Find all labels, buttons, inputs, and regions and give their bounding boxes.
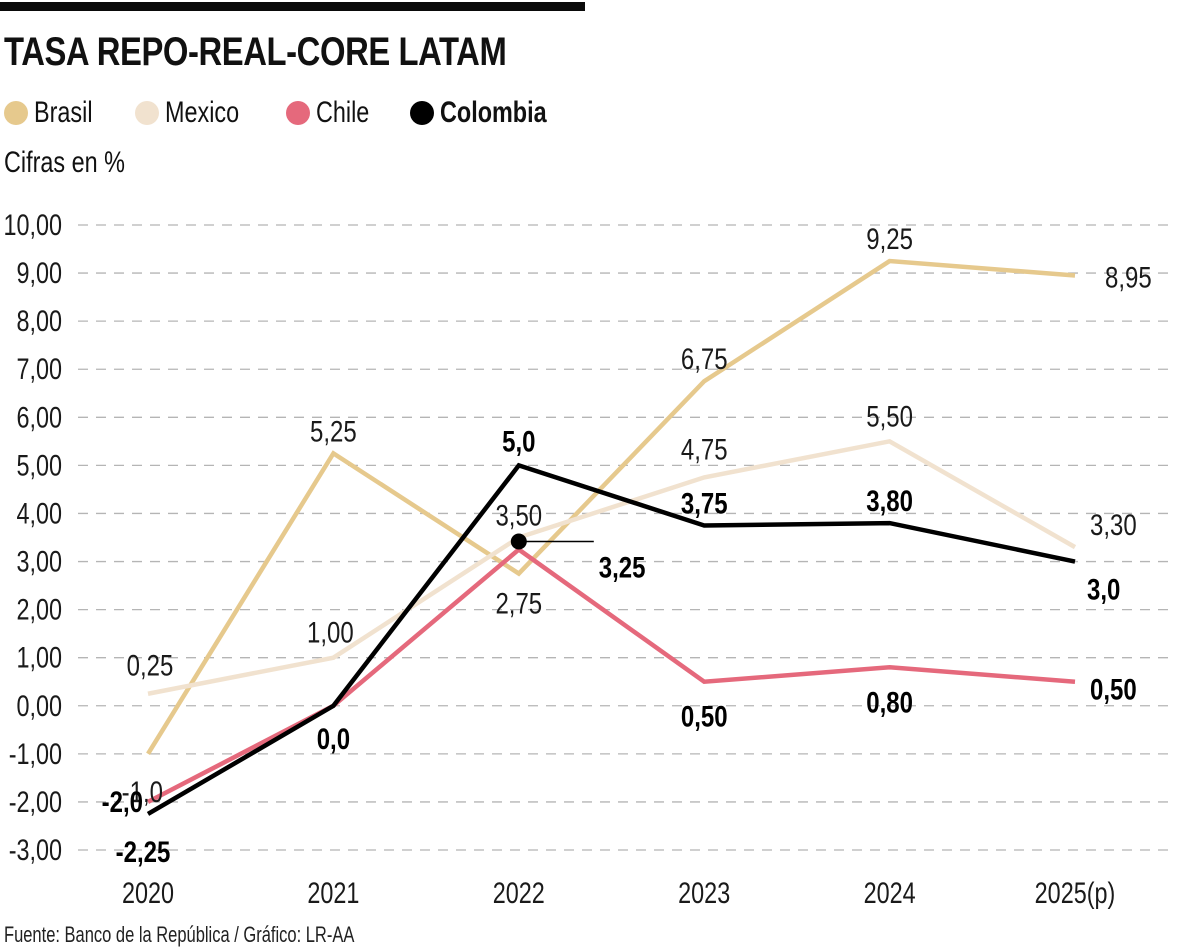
data-label-mexico: 3,30: [1090, 508, 1137, 542]
x-tick-label: 2020: [122, 876, 174, 909]
legend-swatch-brasil: [4, 101, 28, 125]
y-tick-label: -2,00: [9, 785, 62, 818]
y-tick-label: 5,00: [16, 449, 62, 482]
data-label-colombia: -2,25: [116, 834, 171, 868]
x-tick-label: 2021: [307, 876, 359, 909]
y-tick-label: 0,00: [16, 689, 62, 722]
data-label-brasil: -1,0: [122, 774, 163, 808]
annotation-dot: [510, 533, 527, 550]
data-label-chile: 0,50: [1090, 672, 1137, 706]
data-label-colombia: 5,0: [502, 424, 535, 458]
x-tick-label: 2023: [678, 876, 730, 909]
legend-item-colombia: Colombia: [410, 96, 577, 130]
data-label-mexico: 5,50: [866, 399, 913, 433]
x-tick-label: 2025(p): [1035, 876, 1116, 909]
series-line-colombia: [146, 462, 1076, 816]
series-lines: [146, 258, 1077, 816]
legend-label-chile: Chile: [316, 96, 370, 129]
legend: Brasil Mexico Chile Colombia: [4, 95, 603, 131]
data-label-brasil: 5,25: [310, 414, 357, 448]
data-label-chile: 0,50: [681, 699, 728, 733]
legend-item-chile: Chile: [286, 96, 384, 130]
y-tick-label: 6,00: [16, 401, 62, 434]
legend-item-mexico: Mexico: [135, 96, 260, 130]
gridlines: [78, 224, 1172, 851]
legend-swatch-mexico: [135, 101, 160, 125]
series-line-mexico: [147, 438, 1077, 696]
y-tick-label: 4,00: [16, 497, 62, 530]
y-tick-label: 1,00: [16, 641, 62, 674]
y-tick-label: -3,00: [9, 833, 62, 866]
data-label-mexico: 1,00: [307, 615, 354, 649]
data-label-chile: 0,80: [866, 685, 913, 719]
series-line-chile: [146, 546, 1076, 804]
legend-label-colombia: Colombia: [440, 96, 548, 129]
data-label-mexico: 3,50: [495, 498, 542, 532]
data-label-brasil: 8,95: [1105, 260, 1152, 294]
y-tick-label: 8,00: [16, 304, 62, 337]
x-tick-label: 2024: [864, 876, 916, 909]
source-note: Fuente: Banco de la República / Gráfico:…: [4, 922, 355, 947]
data-label-colombia: 3,80: [866, 483, 913, 517]
y-axis: 10,00 9,00 8,00 7,00 6,00 5,00 4,00 3,00 2,00 1,0…: [3, 208, 62, 866]
chart-title: TASA REPO-REAL-CORE LATAM: [4, 30, 507, 74]
annotations: [510, 533, 594, 550]
series-line-brasil: [146, 258, 1076, 756]
legend-swatch-chile: [286, 101, 311, 125]
data-label-mexico: 4,75: [681, 432, 728, 466]
x-axis: 2020 2021 2022 2023 2024 2025(p): [122, 876, 1115, 909]
legend-label-brasil: Brasil: [34, 96, 93, 129]
data-label-brasil: 2,75: [495, 586, 542, 620]
title-rule: [0, 2, 585, 11]
legend-label-mexico: Mexico: [165, 96, 240, 129]
data-label-chile: 3,25: [599, 550, 646, 584]
data-labels: -1,0 5,25 2,75 6,75 9,25 8,95 0,25 1,00 3,50 4,75…: [102, 221, 1152, 868]
y-tick-label: -1,00: [9, 737, 62, 770]
data-label-brasil: 9,25: [866, 221, 913, 255]
data-label-colombia: 0,0: [317, 721, 350, 755]
legend-item-brasil: Brasil: [4, 96, 109, 130]
legend-swatch-colombia: [410, 101, 435, 125]
y-tick-label: 2,00: [16, 593, 62, 626]
data-label-chile: -2,0: [102, 784, 143, 818]
data-label-brasil: 6,75: [681, 342, 728, 376]
y-tick-label: 3,00: [16, 545, 62, 578]
data-label-mexico: 0,25: [127, 648, 174, 682]
y-tick-label: 10,00: [3, 208, 62, 241]
data-label-colombia: 3,0: [1087, 572, 1120, 606]
x-tick-label: 2022: [493, 876, 545, 909]
data-label-colombia: 3,75: [681, 486, 728, 520]
y-tick-label: 9,00: [16, 256, 62, 289]
unit-note: Cifras en %: [4, 146, 125, 179]
y-tick-label: 7,00: [16, 352, 62, 385]
